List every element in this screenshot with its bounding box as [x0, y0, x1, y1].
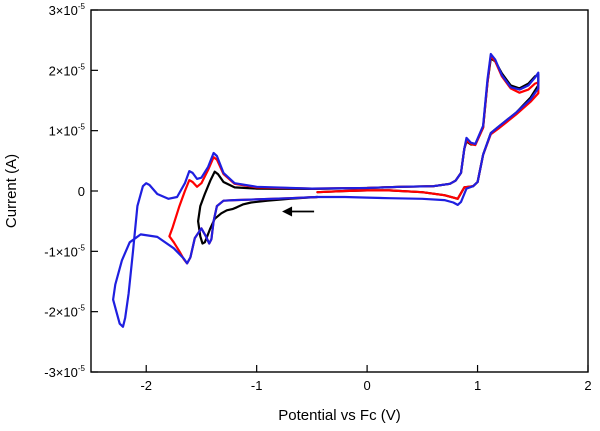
y-tick-label: -2×10-5 — [44, 304, 85, 320]
y-tick-exponent: -5 — [78, 243, 86, 252]
y-tick-mantissa: 0 — [78, 184, 85, 199]
y-tick-mantissa: -3×10 — [44, 365, 78, 380]
y-tick-label: 2×10-5 — [49, 62, 86, 78]
x-tick-label: 1 — [474, 378, 481, 393]
y-tick-exponent: -5 — [78, 304, 86, 313]
y-tick-label: -1×10-5 — [44, 243, 85, 259]
y-tick-mantissa: 3×10 — [49, 3, 78, 18]
x-tick-label: 0 — [363, 378, 370, 393]
x-axis-ticks: -2 -1 0 1 2 — [140, 365, 592, 393]
y-tick-exponent: -5 — [78, 123, 86, 132]
x-tick-label: -2 — [140, 378, 152, 393]
y-tick-label: -3×10-5 — [44, 364, 85, 380]
annotation-layer — [282, 206, 315, 217]
y-axis-title: Current (A) — [3, 154, 20, 228]
y-tick-exponent: -5 — [78, 364, 86, 373]
y-tick-mantissa: -2×10 — [44, 305, 78, 320]
y-tick-exponent: -5 — [78, 62, 86, 71]
y-tick-label: 0 — [78, 184, 85, 199]
y-tick-exponent: -5 — [78, 2, 86, 11]
x-axis-title: Potential vs Fc (V) — [278, 407, 401, 424]
series-line-3 — [111, 52, 540, 328]
series-layer — [111, 52, 540, 328]
y-axis-ticks: 3×10-52×10-51×10-50-1×10-5-2×10-5-3×10-5 — [44, 2, 98, 380]
x-tick-label: 2 — [584, 378, 591, 393]
y-tick-mantissa: 1×10 — [49, 124, 78, 139]
y-tick-mantissa: 2×10 — [49, 63, 78, 78]
x-tick-label: -1 — [251, 378, 263, 393]
y-tick-label: 1×10-5 — [49, 123, 86, 139]
y-tick-label: 3×10-5 — [49, 2, 86, 18]
y-tick-mantissa: -1×10 — [44, 244, 78, 259]
scan-direction-arrow-head — [282, 206, 293, 217]
